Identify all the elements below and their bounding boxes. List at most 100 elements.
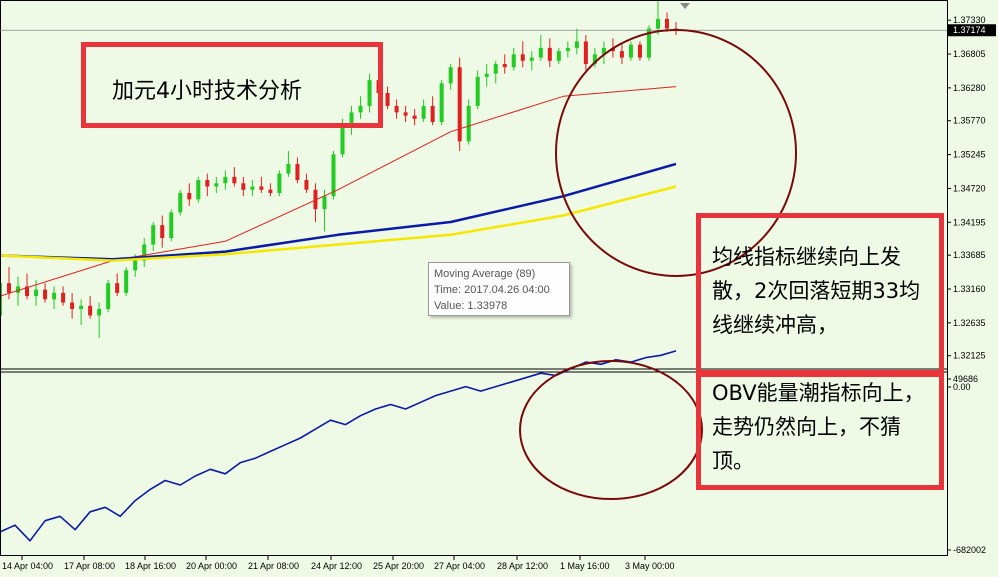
- tooltip-line-value: Value: 1.33978: [434, 300, 508, 312]
- candle-body: [214, 183, 219, 187]
- y-tick-label: 1.35245: [953, 150, 986, 160]
- x-tick-label: 28 Apr 12:00: [497, 561, 548, 571]
- candle-body: [574, 41, 579, 48]
- highlight-circle-obv: [519, 360, 703, 500]
- candle-body: [664, 18, 669, 29]
- candle-body: [421, 105, 426, 119]
- x-tick-label: 27 Apr 04:00: [434, 561, 485, 571]
- y-tick-label: 1.36280: [953, 83, 986, 93]
- candle-body: [196, 180, 201, 200]
- y-tick-label: 1.35770: [953, 116, 986, 126]
- candle-body: [340, 125, 345, 155]
- candle-body: [592, 54, 597, 65]
- y-tick-label: 1.37330: [953, 15, 986, 25]
- x-tick-label: 14 Apr 04:00: [2, 561, 53, 571]
- x-tick-label: 24 Apr 12:00: [311, 561, 362, 571]
- candle-body: [79, 305, 84, 309]
- candle-body: [637, 44, 642, 58]
- candle-body: [34, 289, 39, 297]
- candle-body: [556, 51, 561, 61]
- candle-body: [367, 80, 372, 106]
- candle-body: [304, 180, 309, 190]
- y-tick-label: 1.33160: [953, 284, 986, 294]
- candle-body: [601, 47, 606, 55]
- obv-tick-label: -682002: [953, 545, 986, 555]
- candle-body: [124, 270, 129, 293]
- candle-body: [250, 186, 255, 190]
- candle-body: [25, 286, 30, 297]
- note-box-obv: [696, 372, 944, 490]
- candle-body: [511, 54, 516, 68]
- x-tick-label: 21 Apr 08:00: [248, 561, 299, 571]
- candle-body: [313, 189, 318, 210]
- candle-body: [430, 105, 435, 123]
- candle-body: [277, 173, 282, 193]
- candle-body: [502, 64, 507, 68]
- y-tick-label: 1.33685: [953, 250, 986, 260]
- x-tick-label: 20 Apr 00:00: [186, 561, 237, 571]
- candle-body: [565, 47, 570, 52]
- candle-body: [223, 176, 228, 184]
- obv-line: [0, 350, 677, 542]
- current-price-label: 1.37174: [953, 25, 986, 35]
- candle-body: [439, 83, 444, 123]
- candle-body: [457, 67, 462, 142]
- candle-body: [403, 112, 408, 116]
- tooltip-line-time: Time: 2017.04.26 04:00: [434, 284, 550, 296]
- obv-tick-label: 49686: [953, 374, 978, 384]
- ma-tooltip: Moving Average (89) Time: 2017.04.26 04:…: [428, 262, 570, 316]
- x-tick-label: 18 Apr 16:00: [125, 561, 176, 571]
- candle-body: [241, 183, 246, 190]
- y-tick-label: 1.32125: [953, 351, 986, 361]
- candle-body: [169, 212, 174, 239]
- candle-body: [286, 163, 291, 174]
- y-tick-label: 1.34720: [953, 183, 986, 193]
- candle-body: [61, 292, 66, 303]
- candle-body: [43, 289, 48, 300]
- candle-body: [7, 283, 12, 293]
- candle-body: [385, 93, 390, 106]
- candle-body: [232, 176, 237, 184]
- candle-body: [475, 76, 480, 106]
- candle-body: [484, 73, 489, 77]
- candle-body: [349, 112, 354, 126]
- candle-body: [295, 163, 300, 181]
- candle-body: [268, 189, 273, 193]
- candle-body: [466, 105, 471, 142]
- y-tick-label: 1.36805: [953, 49, 986, 59]
- chart-annotation-title: 加元4小时技术分析: [112, 79, 302, 104]
- candle-body: [547, 47, 552, 61]
- candle-body: [70, 302, 75, 309]
- candle-body: [331, 154, 336, 197]
- candle-body: [115, 283, 120, 293]
- obv-tick-label: 0.00: [953, 382, 971, 392]
- y-tick-label: 1.32635: [953, 318, 986, 328]
- x-tick-label: 25 Apr 20:00: [373, 561, 424, 571]
- candle-body: [97, 308, 102, 316]
- title-box: 加元4小时技术分析: [81, 42, 383, 128]
- candle-body: [358, 105, 363, 113]
- candle-body: [538, 47, 543, 58]
- note-obv-text: OBV能量潮指标向上，走势仍然向上，不猜顶。: [712, 381, 925, 473]
- note-ma-text: 均线指标继续向上发散，2次回落短期33均线继续冲高，: [712, 245, 921, 337]
- y-tick-label: 1.34195: [953, 217, 986, 227]
- highlight-circles: [519, 29, 797, 500]
- candle-body: [412, 115, 417, 119]
- x-tick-label: 17 Apr 08:00: [64, 561, 115, 571]
- candle-body: [628, 44, 633, 58]
- candle-body: [142, 244, 147, 261]
- candle-body: [619, 51, 624, 58]
- candle-body: [322, 196, 327, 210]
- candle-body: [493, 64, 498, 74]
- candle-body: [448, 67, 453, 84]
- obv-panel: [0, 350, 677, 542]
- candle-body: [394, 105, 399, 113]
- tooltip-line-name: Moving Average (89): [434, 268, 536, 280]
- chart-frame: [0, 0, 948, 556]
- scroll-marker: [680, 3, 690, 9]
- candle-body: [646, 28, 651, 58]
- candle-body: [133, 260, 138, 271]
- highlight-circle-price: [555, 29, 797, 277]
- candle-body: [178, 192, 183, 213]
